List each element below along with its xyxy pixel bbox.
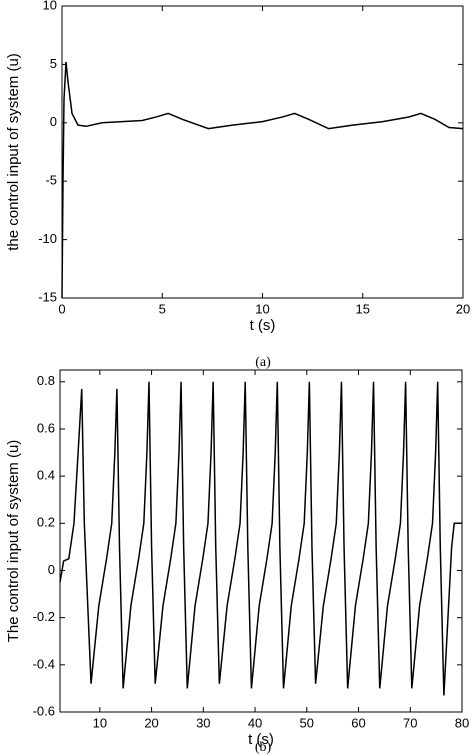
y-tick-label: 5 [50, 56, 57, 71]
x-tick-label: 10 [255, 301, 269, 316]
y-tick-label: -0.6 [33, 703, 55, 718]
y-tick-label: -0.4 [33, 656, 55, 671]
y-tick-label: -0.2 [33, 609, 55, 624]
x-tick-label: 40 [248, 715, 262, 730]
plot-frame [59, 369, 463, 713]
x-tick-label: 5 [159, 301, 166, 316]
x-tick-label: 20 [456, 301, 470, 316]
y-tick-label: 10 [43, 0, 57, 12]
y-tick-label: 0.4 [37, 468, 55, 483]
x-tick-label: 60 [351, 715, 365, 730]
caption: (a) [255, 355, 271, 370]
y-tick-label: 0 [48, 562, 55, 577]
y-tick-label: 0.2 [37, 515, 55, 530]
x-tick-label: 15 [356, 301, 370, 316]
x-tick-label: 80 [455, 715, 469, 730]
x-tick-label: 0 [58, 301, 65, 316]
x-tick-label: 20 [144, 715, 158, 730]
caption: (b) [255, 740, 272, 754]
y-axis-label: the control input of system (u) [5, 53, 22, 251]
x-axis-label: t (s) [248, 731, 274, 748]
y-tick-label: 0 [50, 114, 57, 129]
data-line [61, 61, 464, 299]
y-tick-label: -15 [38, 289, 57, 304]
y-tick-label: 0.6 [37, 420, 55, 435]
plot-frame [61, 5, 464, 299]
data-line [59, 381, 462, 696]
y-tick-label: -5 [45, 173, 57, 188]
x-tick-label: 70 [403, 715, 417, 730]
x-axis-label: t (s) [250, 317, 276, 334]
x-tick-label: 50 [300, 715, 314, 730]
x-tick-label: 30 [196, 715, 210, 730]
x-tick-label: 10 [93, 715, 107, 730]
y-tick-label: 0.8 [37, 373, 55, 388]
y-tick-label: -10 [38, 231, 57, 246]
y-axis-label: The control input of system (u) [5, 440, 22, 643]
